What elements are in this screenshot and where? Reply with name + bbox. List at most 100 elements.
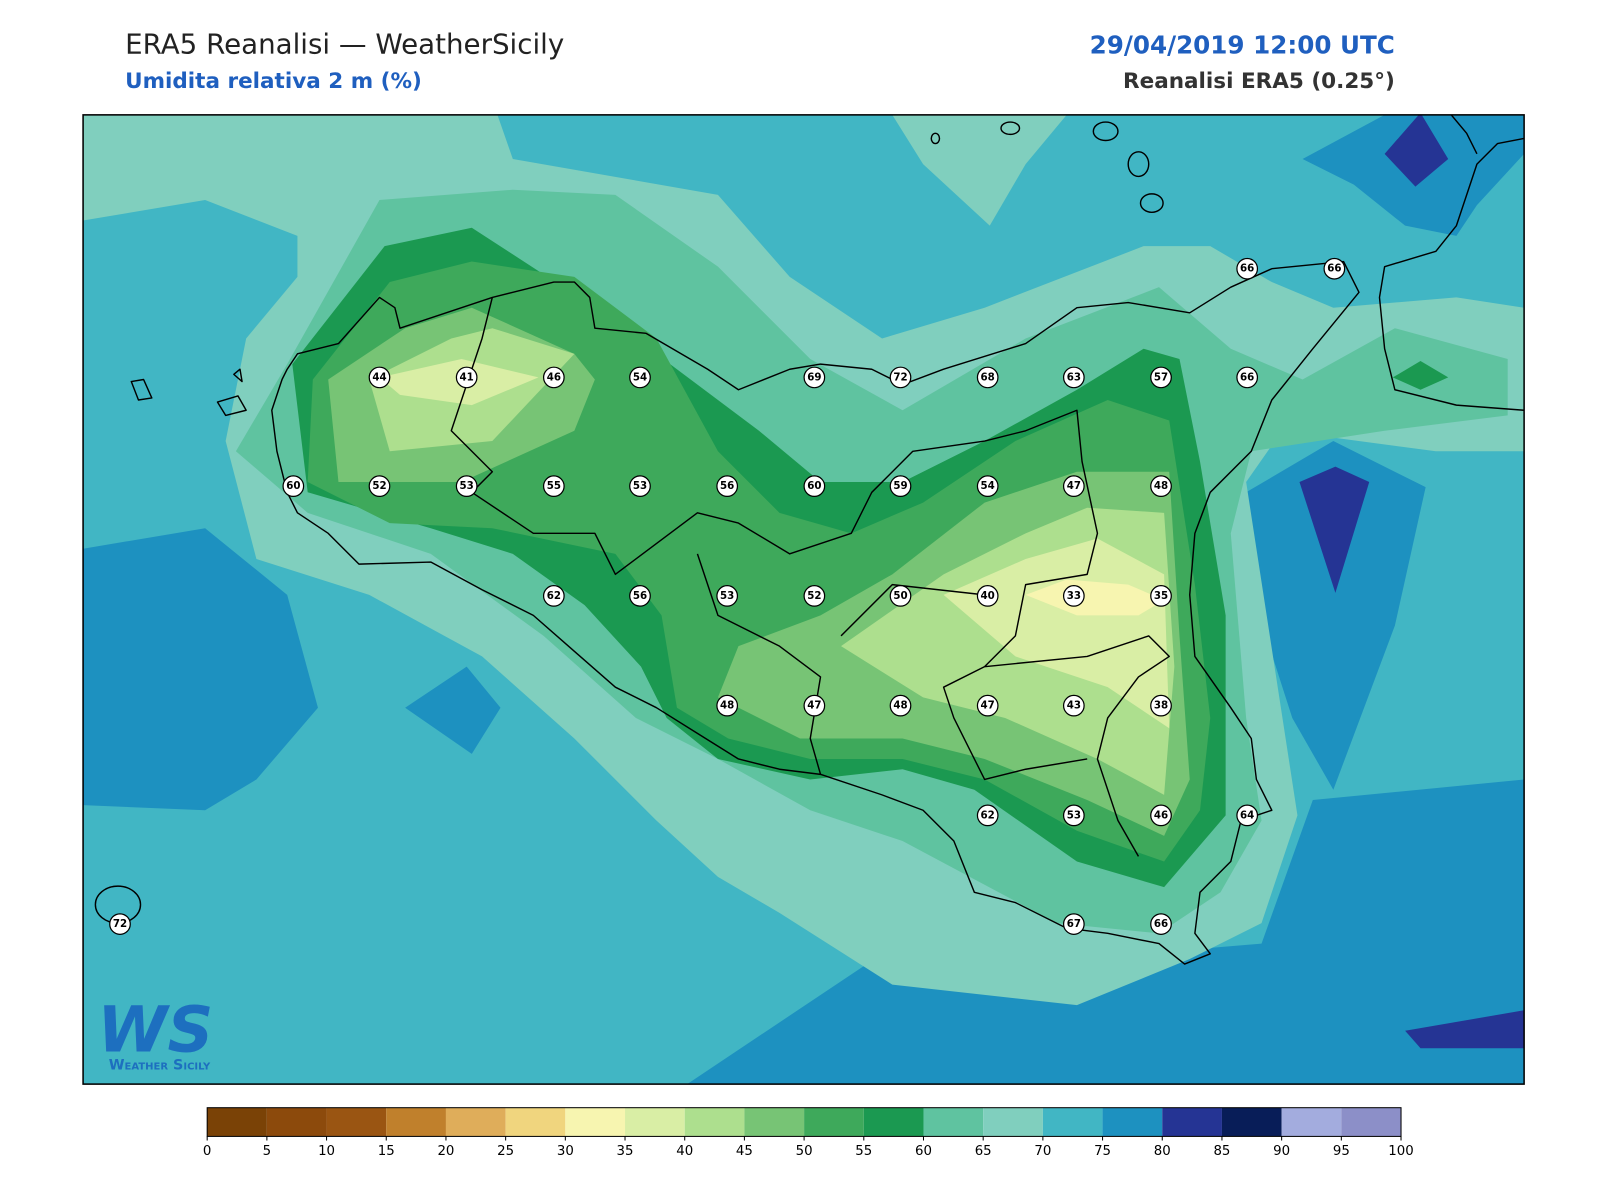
station-marker bbox=[1062, 475, 1085, 498]
colorbar-segment bbox=[804, 1107, 864, 1137]
station-value: 38 bbox=[1154, 700, 1168, 712]
station-value: 48 bbox=[720, 700, 734, 712]
station-marker bbox=[542, 585, 565, 607]
station-marker bbox=[1150, 913, 1172, 935]
station-value: 47 bbox=[981, 700, 995, 712]
colorbar-segment bbox=[744, 1107, 805, 1137]
contour-80 bbox=[1299, 114, 1525, 1049]
station-value: 35 bbox=[1154, 590, 1168, 602]
colorbar-segment bbox=[207, 1107, 267, 1137]
station-marker bbox=[1236, 257, 1259, 280]
station-value: 66 bbox=[1154, 918, 1168, 930]
colorbar-tick-label: 40 bbox=[676, 1144, 693, 1159]
station-marker bbox=[1062, 585, 1085, 607]
station-value: 66 bbox=[1240, 371, 1254, 383]
station-marker bbox=[889, 366, 912, 389]
station-marker bbox=[1150, 694, 1172, 717]
station-marker bbox=[1150, 804, 1172, 827]
station-marker bbox=[455, 366, 478, 389]
station-marker bbox=[1062, 913, 1085, 935]
colorbar-segment bbox=[326, 1107, 387, 1137]
station-value: 41 bbox=[460, 371, 474, 383]
colorbar-tick-label: 70 bbox=[1034, 1144, 1051, 1159]
station-value: 50 bbox=[893, 590, 907, 602]
station-value: 54 bbox=[633, 371, 647, 383]
station-marker bbox=[1150, 366, 1172, 389]
station-value: 47 bbox=[1067, 480, 1081, 492]
colorbar: 0 5 10 15 20 25 30 35 40 45 50 55 60 65 70 75 80 85 90 95 10… bbox=[203, 1107, 1414, 1159]
colorbar-tick-label: 65 bbox=[975, 1144, 992, 1159]
colorbar-segment bbox=[1281, 1107, 1342, 1137]
station-marker bbox=[455, 475, 478, 498]
station-marker bbox=[542, 366, 565, 389]
station-value: 47 bbox=[807, 700, 821, 712]
colorbar-tick-label: 85 bbox=[1213, 1144, 1230, 1159]
station-marker bbox=[629, 585, 651, 607]
station-marker bbox=[1150, 585, 1172, 607]
colorbar-segment bbox=[625, 1107, 685, 1137]
station-value: 33 bbox=[1067, 590, 1081, 602]
station-value: 67 bbox=[1067, 918, 1081, 930]
contour-75 bbox=[83, 114, 1525, 1085]
station-value: 64 bbox=[1240, 809, 1254, 821]
colorbar-segment bbox=[445, 1107, 506, 1137]
station-value: 43 bbox=[1067, 700, 1081, 712]
colorbar-tick-label: 90 bbox=[1273, 1144, 1290, 1159]
station-marker bbox=[976, 366, 999, 389]
station-marker bbox=[282, 475, 305, 498]
station-value: 69 bbox=[807, 371, 821, 383]
map-frame bbox=[82, 114, 1525, 1085]
colorbar-segment bbox=[386, 1107, 446, 1137]
colorbar-tick-label: 55 bbox=[855, 1144, 872, 1159]
station-marker bbox=[803, 694, 826, 717]
station-marker bbox=[716, 585, 739, 607]
colorbar-segment bbox=[1102, 1107, 1163, 1137]
colorbar-segment bbox=[505, 1107, 566, 1137]
station-value: 46 bbox=[1154, 809, 1168, 821]
colorbar-tick-label: 20 bbox=[437, 1144, 454, 1159]
subtitle: Umidita relativa 2 m (%) bbox=[125, 69, 422, 94]
colorbar-tick-label: 100 bbox=[1388, 1144, 1413, 1159]
station-marker bbox=[889, 694, 912, 717]
station-value: 66 bbox=[1240, 263, 1254, 275]
station-marker bbox=[1323, 257, 1346, 280]
colorbar-tick-label: 75 bbox=[1094, 1144, 1111, 1159]
station-marker bbox=[542, 475, 565, 498]
colorbar-segment bbox=[923, 1107, 984, 1137]
station-marker bbox=[976, 475, 999, 498]
station-marker bbox=[803, 366, 826, 389]
station-marker bbox=[1062, 694, 1085, 717]
station-marker bbox=[716, 475, 739, 498]
station-marker bbox=[368, 366, 391, 389]
station-value: 40 bbox=[981, 590, 995, 602]
station-value: 72 bbox=[113, 918, 127, 930]
coastline bbox=[1450, 114, 1478, 155]
station-marker bbox=[1236, 366, 1259, 389]
station-value: 52 bbox=[807, 590, 821, 602]
title: ERA5 Reanalisi — WeatherSicily bbox=[125, 27, 564, 60]
station-value: 44 bbox=[372, 371, 386, 383]
station-value: 52 bbox=[372, 480, 386, 492]
station-value: 59 bbox=[893, 480, 907, 492]
station-value: 68 bbox=[981, 371, 995, 383]
station-marker bbox=[976, 694, 999, 717]
station-marker bbox=[716, 694, 739, 717]
station-marker bbox=[1150, 475, 1172, 498]
colorbar-segment bbox=[983, 1107, 1043, 1137]
station-value: 60 bbox=[286, 480, 300, 492]
colorbar-tick-label: 45 bbox=[736, 1144, 753, 1159]
station-value: 72 bbox=[893, 371, 907, 383]
logo: WS Weather Sicily bbox=[97, 992, 213, 1073]
colorbar-segment bbox=[1341, 1107, 1402, 1137]
colorbar-tick-label: 35 bbox=[617, 1144, 634, 1159]
station-marker bbox=[1062, 366, 1085, 389]
station-value: 54 bbox=[981, 480, 995, 492]
colorbar-tick-label: 5 bbox=[263, 1144, 271, 1159]
station-value: 55 bbox=[547, 480, 561, 492]
station-value: 66 bbox=[1327, 263, 1341, 275]
colorbar-tick-label: 30 bbox=[557, 1144, 574, 1159]
station-marker bbox=[803, 585, 826, 607]
station-marker bbox=[803, 475, 826, 498]
colorbar-tick-label: 50 bbox=[796, 1144, 813, 1159]
colorbar-segment bbox=[565, 1107, 626, 1137]
